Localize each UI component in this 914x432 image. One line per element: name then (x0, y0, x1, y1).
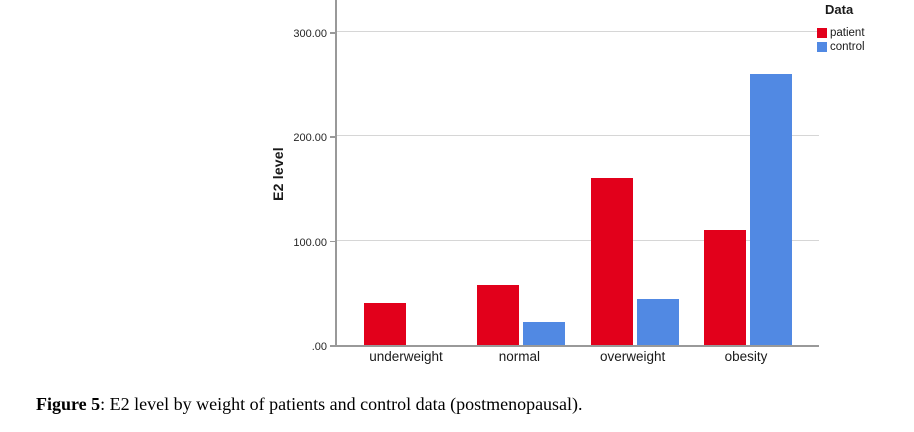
x-category-label: obesity (724, 349, 768, 364)
legend-label: control (830, 40, 865, 53)
legend-swatch-icon (817, 41, 827, 52)
figure-caption: Figure 5: E2 level by weight of patients… (36, 394, 583, 415)
bar-overweight-patient (590, 178, 633, 345)
bar-normal-control (523, 322, 566, 345)
legend-item-patient: patient (817, 26, 912, 39)
x-category-label: overweight (600, 349, 666, 364)
y-tick-label: 100.00 (293, 236, 327, 249)
y-tick-mark (330, 32, 335, 34)
plot-area (335, 0, 819, 347)
y-tick-mark (330, 136, 335, 138)
bar-normal-patient (477, 284, 520, 345)
figure-caption-text: : E2 level by weight of patients and con… (100, 394, 583, 414)
bar-obesity-patient (703, 230, 746, 345)
y-tick-label: .00 (311, 341, 327, 353)
y-tick-label: 200.00 (293, 132, 327, 145)
x-category-label: underweight (369, 349, 443, 364)
legend-label: patient (830, 26, 865, 39)
bar-overweight-control (636, 299, 679, 345)
y-tick-label: 300.00 (293, 28, 327, 40)
gridline (337, 31, 819, 32)
legend-swatch-icon (817, 27, 827, 38)
y-tick-mark (330, 345, 335, 347)
legend-items: patient control (817, 26, 912, 53)
legend: Data patient control (817, 2, 912, 54)
bar-obesity-control (749, 73, 792, 345)
x-category-label: normal (498, 349, 540, 364)
y-axis-title: E2 level (270, 147, 286, 201)
gridline (337, 135, 819, 137)
gridline (337, 239, 819, 241)
figure-caption-number: Figure 5 (36, 394, 101, 414)
bar-underweight-patient (364, 303, 406, 345)
y-tick-mark (330, 240, 335, 243)
legend-item-control: control (817, 40, 912, 53)
legend-title: Data (825, 2, 854, 17)
e2-bar-chart: E2 level .00 100.00 200.00 300.00 underweig… (270, 0, 912, 364)
